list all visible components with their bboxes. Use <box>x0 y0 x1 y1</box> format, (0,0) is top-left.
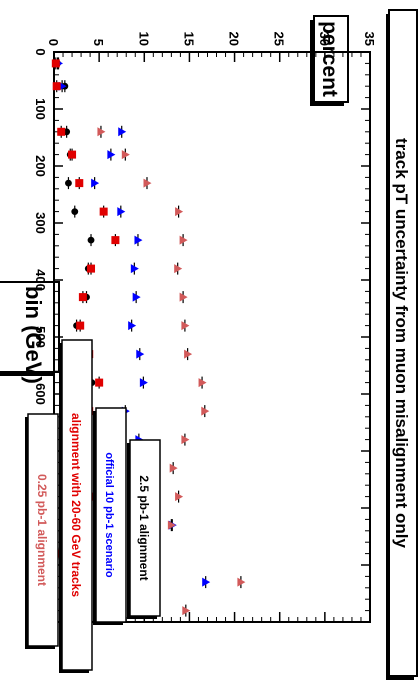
legend-entry: alignment with 20-60 GeV tracks <box>69 413 83 597</box>
y-axis-title: percent <box>318 21 341 97</box>
data-point <box>182 606 191 616</box>
data-point <box>202 577 211 587</box>
data-point <box>51 59 60 68</box>
data-point <box>143 178 152 188</box>
data-point <box>139 378 148 388</box>
legend-box <box>129 439 161 617</box>
x-tick-label: 200 <box>33 155 48 177</box>
data-point <box>121 150 130 160</box>
y-tick-label: 30 <box>317 32 332 46</box>
x-tick-label: 300 <box>33 212 48 234</box>
data-point <box>97 127 106 137</box>
y-tick-label: 10 <box>136 32 151 46</box>
y-tick-label: 0 <box>46 39 61 46</box>
xlabel-box <box>0 281 60 373</box>
data-point <box>99 207 108 216</box>
data-point <box>95 378 104 387</box>
legend-box <box>95 407 127 623</box>
data-point <box>68 150 77 159</box>
legend-box <box>27 413 59 647</box>
data-point <box>76 321 85 330</box>
data-point <box>107 150 116 160</box>
data-point <box>118 127 127 137</box>
x-tick-label: 600 <box>33 383 48 405</box>
data-point <box>184 349 193 359</box>
data-point <box>111 236 120 245</box>
data-point <box>75 179 84 188</box>
data-point <box>134 235 143 245</box>
data-point <box>181 321 190 331</box>
data-point <box>91 178 100 188</box>
data-point <box>179 235 188 245</box>
chart-title: track pT uncertainty from muon misalignm… <box>392 138 411 548</box>
data-point <box>179 292 188 302</box>
title-box <box>388 9 418 677</box>
data-point <box>71 208 79 216</box>
data-point <box>198 378 207 388</box>
x-tick-label: 400 <box>33 269 48 291</box>
y-tick-label: 15 <box>181 32 196 46</box>
legend-entry: 2.5 pb-1 alignment <box>137 475 151 580</box>
legend-entry: 0.25 pb-1 alignment <box>35 474 49 586</box>
data-point <box>174 264 183 274</box>
legend-box <box>61 339 93 671</box>
data-point <box>87 264 96 273</box>
data-point <box>175 207 184 217</box>
axes: 0100200300400500600700800900100005101520… <box>33 32 377 637</box>
data-point <box>181 435 190 445</box>
data-point <box>167 520 176 530</box>
x-tick-label: 500 <box>33 326 48 348</box>
data-point <box>52 82 61 91</box>
x-axis-title: bin (GeV) <box>21 286 46 384</box>
data-point <box>136 349 145 359</box>
data-point <box>128 321 137 331</box>
data-point <box>237 577 246 587</box>
data-point <box>201 406 210 416</box>
x-tick-label: 100 <box>33 98 48 120</box>
data-point <box>65 179 72 187</box>
y-tick-label: 20 <box>227 32 242 46</box>
legend-entry: official 10 pb-1 scenario <box>103 452 115 578</box>
legend: 2.5 pb-1 alignment official 10 pb-1 scena… <box>25 339 161 673</box>
ylabel-box <box>313 15 349 103</box>
data-point <box>87 236 95 244</box>
data-point <box>132 292 141 302</box>
data-point <box>117 207 126 217</box>
data-point <box>169 463 178 473</box>
data-point <box>130 264 139 274</box>
y-tick-label: 35 <box>362 32 377 46</box>
y-tick-label: 5 <box>91 39 106 46</box>
y-tick-label: 25 <box>272 32 287 46</box>
x-tick-label: 0 <box>33 48 48 55</box>
data-point <box>57 127 66 136</box>
data-point <box>175 492 184 502</box>
data-point <box>78 293 87 302</box>
